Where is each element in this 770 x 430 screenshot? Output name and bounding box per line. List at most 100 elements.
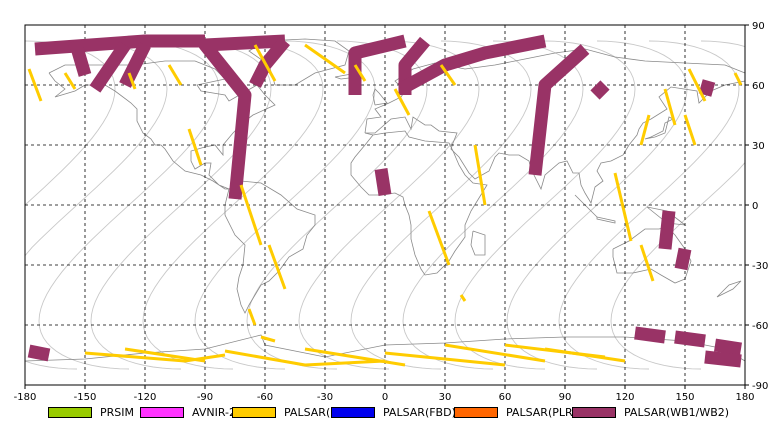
x-tick-label: 150 xyxy=(675,392,694,400)
swath-segment xyxy=(393,88,411,116)
legend-swatch xyxy=(331,406,375,418)
swath-segment xyxy=(544,347,626,363)
swath-segment xyxy=(733,72,743,86)
orbit-track xyxy=(142,40,324,370)
swath-segment xyxy=(239,184,263,246)
swath-segment xyxy=(634,326,666,344)
legend-label: AVNIR-2 xyxy=(192,405,236,419)
swath-segment xyxy=(473,144,487,206)
swath-segment xyxy=(674,330,706,348)
swath-segment xyxy=(459,294,467,302)
x-tick-label: -90 xyxy=(197,392,213,400)
coastline xyxy=(470,230,486,256)
x-tick-label: -150 xyxy=(74,392,97,400)
swath-segment xyxy=(253,44,277,82)
observation-swaths xyxy=(27,34,743,368)
coastline xyxy=(596,216,616,224)
y-tick-label: -30 xyxy=(752,261,768,272)
y-axis-ticks: 90 60 30 0 -30 -60 -90 xyxy=(745,21,768,392)
x-tick-label: 120 xyxy=(615,392,634,400)
swath-segment xyxy=(63,72,77,90)
swath-segment xyxy=(68,39,92,77)
swath-segment xyxy=(658,210,676,250)
swath-segment xyxy=(613,172,633,242)
legend-label: PALSAR(PLR) xyxy=(506,405,577,419)
legend: PRSIM AVNIR-2 PALSAR(FBS) PALSAR(FBD) PA… xyxy=(0,402,770,422)
swath-segment xyxy=(89,41,131,93)
swath-segment xyxy=(124,347,206,363)
x-tick-label: -120 xyxy=(134,392,157,400)
legend-item-prsim: PRSIM xyxy=(48,402,134,422)
swath-segment xyxy=(187,128,203,166)
y-tick-label: 90 xyxy=(752,21,765,32)
swath-segment xyxy=(663,88,677,126)
swath-segment xyxy=(304,347,406,367)
swath-segment xyxy=(27,344,51,362)
swath-segment xyxy=(590,80,610,100)
swath-segment xyxy=(444,343,546,363)
world-map: -180 -150 -120 -90 -60 -30 0 30 60 90 120 150 180 90… xyxy=(14,21,769,403)
swath-segment xyxy=(224,349,386,367)
legend-item-palsar-fbd: PALSAR(FBD) xyxy=(331,402,456,422)
coastline xyxy=(224,180,316,314)
swath-segment xyxy=(427,210,451,266)
legend-item-palsar-plr: PALSAR(PLR) xyxy=(454,402,577,422)
x-tick-label: 60 xyxy=(499,392,512,400)
x-tick-label: 180 xyxy=(735,392,754,400)
y-tick-label: 60 xyxy=(752,81,765,92)
x-tick-label: 0 xyxy=(382,392,388,400)
swath-segment xyxy=(84,351,226,363)
legend-label: PALSAR(FBD) xyxy=(383,405,456,419)
swath-segment xyxy=(374,168,392,196)
legend-swatch xyxy=(572,406,616,418)
swath-segment xyxy=(260,335,276,343)
legend-swatch xyxy=(232,406,276,418)
coastline xyxy=(350,130,488,276)
swath-segment xyxy=(247,308,257,326)
swath-segment xyxy=(198,34,286,200)
x-tick-label: -30 xyxy=(317,392,333,400)
swath-segment xyxy=(348,34,407,95)
x-tick-label: 30 xyxy=(439,392,452,400)
swath-segment xyxy=(304,43,346,75)
x-tick-label: -60 xyxy=(257,392,273,400)
legend-swatch xyxy=(454,406,498,418)
x-tick-label: -180 xyxy=(14,392,37,400)
swath-segment xyxy=(167,64,183,86)
legend-swatch xyxy=(140,406,184,418)
coastline xyxy=(248,38,350,86)
swath-segment xyxy=(127,72,137,90)
swath-segment xyxy=(119,42,151,88)
swath-segment xyxy=(639,114,651,146)
swath-segment xyxy=(267,244,287,290)
y-tick-label: 30 xyxy=(752,141,765,152)
swath-segment xyxy=(683,114,697,146)
y-tick-label: -90 xyxy=(752,381,768,392)
swath-segment xyxy=(384,351,506,367)
coastline xyxy=(716,280,742,298)
swath-segment xyxy=(639,244,655,282)
y-tick-label: -60 xyxy=(752,321,768,332)
swath-segment xyxy=(397,34,547,95)
swath-segment xyxy=(27,68,43,102)
legend-item-palsar-wb: PALSAR(WB1/WB2) xyxy=(572,402,729,422)
swath-segment xyxy=(714,338,742,356)
coastline xyxy=(644,116,674,140)
legend-item-avnir2: AVNIR-2 xyxy=(140,402,236,422)
swath-segment xyxy=(704,350,742,368)
coastline xyxy=(365,80,746,205)
grid-lines xyxy=(25,25,745,385)
x-axis-ticks: -180 -150 -120 -90 -60 -30 0 30 60 90 120 150 180 xyxy=(14,385,755,403)
swath-segment xyxy=(353,64,367,82)
swath-segment xyxy=(439,64,457,86)
legend-label: PRSIM xyxy=(100,405,134,419)
orbit-track xyxy=(454,40,636,370)
swath-segment xyxy=(698,79,716,97)
swath-segment xyxy=(687,68,707,102)
swath-segment xyxy=(674,247,692,271)
legend-label: PALSAR(WB1/WB2) xyxy=(624,405,730,419)
x-tick-label: 90 xyxy=(559,392,572,400)
y-tick-label: 0 xyxy=(752,201,758,212)
legend-swatch xyxy=(48,406,92,418)
